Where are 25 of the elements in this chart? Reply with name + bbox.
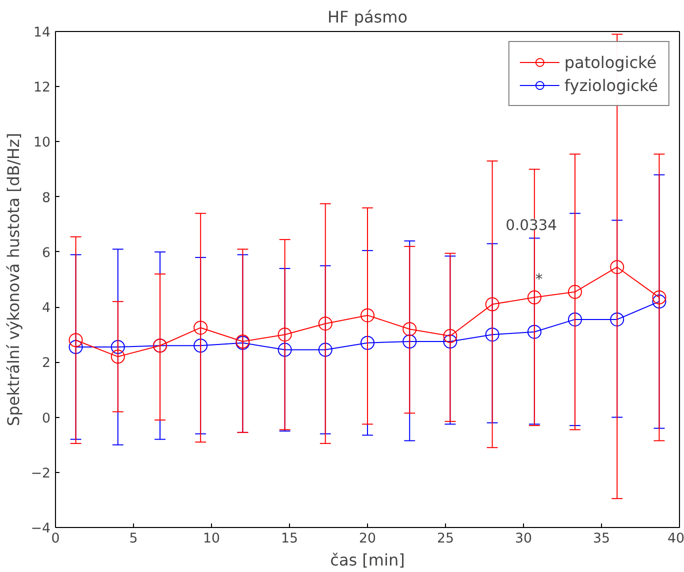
- y-tick-label: 12: [34, 80, 51, 96]
- legend-label: fyziologické: [564, 76, 658, 94]
- y-tick-label: 4: [42, 301, 51, 316]
- y-tick-label: −4: [30, 522, 51, 536]
- y-tick-label: 2: [42, 356, 51, 372]
- annotation: *: [535, 271, 543, 288]
- y-tick-label: 10: [34, 136, 51, 151]
- x-tick-label: 15: [281, 532, 298, 546]
- y-tick-label: −2: [30, 466, 51, 482]
- x-axis-title: čas [min]: [330, 550, 405, 570]
- x-tick-label: 25: [437, 532, 454, 546]
- annotation: 0.0334: [506, 216, 557, 234]
- y-tick-label: 0: [42, 411, 51, 426]
- x-tick-label: 40: [668, 532, 684, 546]
- chart-title: HF pásmo: [328, 8, 408, 26]
- y-tick-label: 14: [34, 26, 51, 40]
- x-tick-label: 30: [515, 532, 532, 546]
- x-tick-label: 20: [359, 532, 376, 546]
- x-tick-label: 5: [129, 532, 138, 546]
- legend-label: patologické: [564, 52, 657, 72]
- x-tick-label: 10: [203, 532, 220, 546]
- y-axis-title: Spektrální výkonová hustota [dB/Hz]: [4, 132, 23, 426]
- y-tick-label: 6: [42, 246, 51, 261]
- x-tick-label: 35: [593, 532, 610, 546]
- y-tick-label: 8: [42, 190, 51, 206]
